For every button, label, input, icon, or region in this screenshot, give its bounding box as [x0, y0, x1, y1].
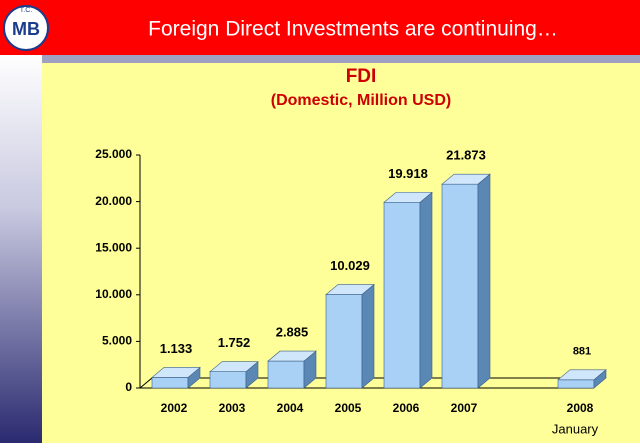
x-tick-label: 2004	[277, 401, 304, 415]
annotation: January	[552, 421, 599, 436]
y-tick-label: 5.000	[102, 334, 132, 348]
x-tick-label: 2005	[335, 401, 362, 415]
bar	[267, 350, 317, 389]
value-label: 1.133	[160, 341, 193, 356]
value-label: 19.918	[388, 166, 428, 181]
bar	[441, 173, 491, 389]
y-tick-label: 15.000	[95, 240, 132, 254]
chart-subtitle: (Domestic, Million USD)	[271, 92, 451, 109]
bar	[151, 366, 201, 389]
header-rule	[0, 55, 640, 63]
header-title: Foreign Direct Investments are continuin…	[148, 18, 558, 41]
y-tick-label: 0	[125, 380, 132, 394]
header-bar	[0, 0, 640, 55]
bar	[325, 283, 375, 389]
y-tick-label: 25.000	[95, 147, 132, 161]
y-tick-label: 20.000	[95, 194, 132, 208]
y-tick-label: 10.000	[95, 287, 132, 301]
x-tick-label: 2003	[219, 401, 246, 415]
bar	[557, 369, 607, 389]
x-tick-label: 2002	[161, 401, 188, 415]
bar	[383, 191, 433, 389]
value-label: 881	[573, 346, 591, 358]
chart-title: FDI	[346, 66, 377, 87]
bar	[209, 361, 259, 389]
value-label: 10.029	[330, 258, 370, 273]
x-tick-label: 2007	[451, 401, 478, 415]
logo	[3, 5, 49, 51]
value-label: 2.885	[276, 325, 309, 340]
value-label: 1.752	[218, 335, 251, 350]
x-tick-label: 2008	[567, 401, 594, 415]
value-label: 21.873	[446, 148, 486, 163]
logo-top: T.C.	[20, 7, 33, 14]
side-strip	[0, 55, 42, 443]
logo-mark: MB	[12, 19, 40, 39]
x-tick-label: 2006	[393, 401, 420, 415]
